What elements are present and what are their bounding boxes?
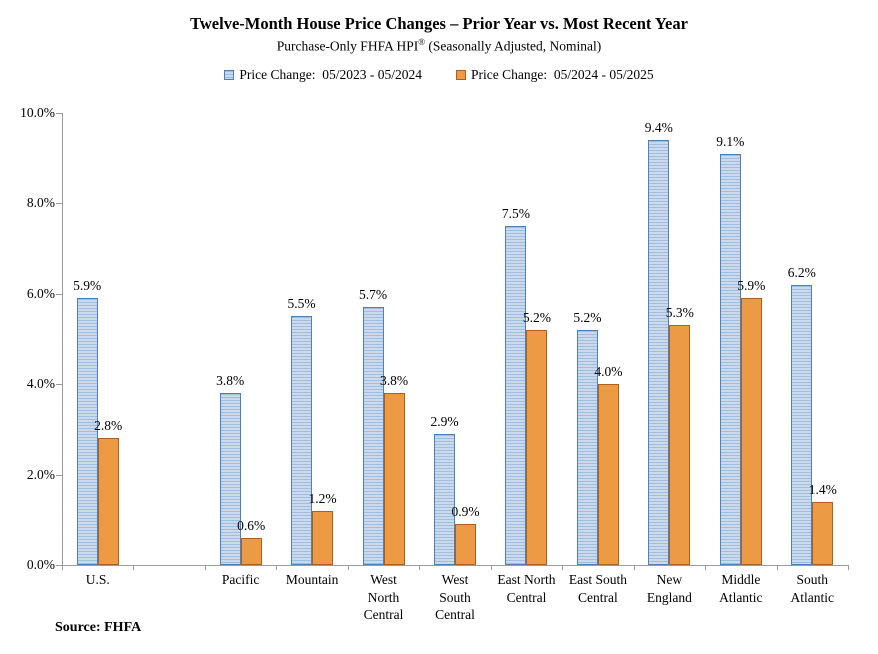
- x-axis-category-label: Middle Atlantic: [719, 572, 763, 605]
- data-label: 5.9%: [737, 278, 766, 294]
- bar-blue-east-north-central: [505, 226, 527, 565]
- data-label: 5.9%: [73, 278, 102, 294]
- x-axis-category-label: New England: [646, 572, 692, 605]
- y-axis-tick-label: 0.0%: [26, 557, 55, 572]
- x-axis-category-label: South Atlantic: [790, 572, 835, 605]
- data-label: 3.8%: [216, 373, 245, 389]
- bar-blue-mountain: [291, 316, 313, 565]
- y-axis-tick: [56, 113, 62, 114]
- x-axis-tick: [848, 566, 849, 570]
- bar-blue-u-s-: [76, 298, 98, 565]
- registered-trademark-symbol: ®: [418, 37, 426, 47]
- data-label: 1.2%: [308, 490, 337, 506]
- chart-subtitle-suffix: (Seasonally Adjusted, Nominal): [425, 38, 602, 54]
- x-axis-tick: [777, 566, 778, 570]
- legend-label-prior-year: Price Change: 05/2023 - 05/2024: [239, 66, 422, 82]
- bar-blue-west-south-central: [434, 433, 455, 565]
- bar-blue-pacific: [219, 393, 241, 565]
- bar-orange-u-s-: [97, 438, 119, 565]
- bar-orange-middle-atlantic: [740, 298, 762, 565]
- x-axis-labels: U.S. Pacific Mountain West North Central Wes…: [62, 571, 848, 641]
- data-label: 3.8%: [379, 373, 409, 389]
- chart-subtitle-text: Purchase-Only FHFA HPI: [276, 38, 419, 54]
- x-axis-tick: [705, 566, 706, 570]
- x-axis-tick: [562, 566, 563, 570]
- data-label: 4.0%: [594, 364, 623, 380]
- y-axis-tick-label: 6.0%: [26, 285, 55, 301]
- legend-item-prior-year: Price Change: 05/2023 - 05/2024: [224, 67, 422, 83]
- bar-blue-east-south-central: [576, 329, 598, 565]
- x-axis-category-label: East South Central: [568, 572, 627, 605]
- data-label: 9.4%: [644, 120, 673, 136]
- x-axis-category-label: Mountain: [285, 572, 339, 587]
- data-label: 5.2%: [573, 309, 602, 325]
- x-axis-category-label: U.S.: [85, 572, 110, 587]
- source-note: Source: FHFA: [55, 620, 142, 635]
- x-axis-tick: [419, 566, 420, 570]
- bar-blue-south-atlantic: [791, 284, 813, 565]
- x-axis-tick: [348, 566, 349, 570]
- data-label: 0.9%: [451, 504, 480, 520]
- x-axis-tick: [491, 566, 492, 570]
- x-axis-category-label: West South Central: [435, 572, 475, 622]
- y-axis-tick-label: 8.0%: [26, 195, 55, 211]
- legend-swatch-blue-icon: [224, 69, 235, 80]
- data-label: 6.2%: [787, 264, 816, 280]
- bar-orange-south-atlantic: [812, 501, 834, 565]
- bar-orange-east-south-central: [597, 384, 619, 565]
- data-label: 7.5%: [501, 206, 531, 221]
- chart-title: Twelve-Month House Price Changes – Prior…: [190, 14, 688, 33]
- bar-blue-west-north-central: [362, 307, 384, 565]
- x-axis-tick: [133, 566, 134, 570]
- y-axis-tick: [56, 565, 62, 566]
- x-axis-category-label: Pacific: [221, 572, 260, 587]
- x-axis-line: [62, 565, 849, 566]
- legend-label-recent-year: Price Change: 05/2024 - 05/2025: [471, 66, 654, 82]
- data-label: 1.4%: [808, 481, 837, 497]
- chart-subtitle: Purchase-Only FHFA HPI® (Seasonally Adju…: [0, 37, 878, 55]
- legend: Price Change: 05/2023 - 05/2024 Price Ch…: [0, 67, 878, 83]
- x-axis-tick: [634, 566, 635, 570]
- y-axis-tick: [56, 203, 62, 205]
- data-label: 5.5%: [287, 296, 316, 312]
- bar-orange-west-south-central: [455, 524, 476, 565]
- data-label: 2.9%: [430, 413, 459, 429]
- data-label: 2.8%: [94, 418, 123, 434]
- y-axis-tick: [56, 474, 62, 476]
- bar-blue-middle-atlantic: [719, 153, 741, 565]
- bar-blue-new-england: [648, 140, 670, 565]
- legend-item-recent-year: Price Change: 05/2024 - 05/2025: [456, 67, 654, 83]
- y-axis-tick-label: 10.0%: [20, 105, 55, 120]
- x-axis-category-label: West North Central: [363, 572, 404, 622]
- y-axis-line: [62, 113, 63, 566]
- data-label: 5.2%: [522, 309, 552, 325]
- y-axis-labels: 0.0% 2.0% 4.0% 6.0% 8.0% 10.0%: [0, 105, 55, 572]
- y-axis-tick-label: 4.0%: [26, 376, 55, 392]
- data-label: 0.6%: [237, 517, 266, 533]
- data-label: 5.7%: [358, 287, 388, 303]
- bar-orange-new-england: [669, 325, 691, 565]
- data-label: 9.1%: [716, 133, 745, 149]
- legend-swatch-orange-icon: [456, 69, 466, 80]
- y-axis-tick-label: 2.0%: [26, 466, 55, 482]
- bar-orange-mountain: [312, 510, 334, 565]
- x-axis-category-label: East North Central: [497, 572, 556, 605]
- y-axis-tick: [56, 293, 62, 295]
- y-axis-tick: [56, 384, 62, 386]
- bar-orange-east-north-central: [526, 329, 548, 565]
- plot-area: 5.9% 2.8% 3.8% 0.6% 5.5% 1.2% 5.7% 3.8% 2.9% 0.9%…: [56, 113, 849, 570]
- bar-orange-west-north-central: [383, 393, 405, 565]
- x-axis-tick: [62, 566, 63, 570]
- x-axis-tick: [205, 566, 206, 570]
- data-label: 5.3%: [665, 305, 694, 321]
- bar-orange-pacific: [240, 537, 262, 565]
- x-axis-tick: [276, 566, 277, 570]
